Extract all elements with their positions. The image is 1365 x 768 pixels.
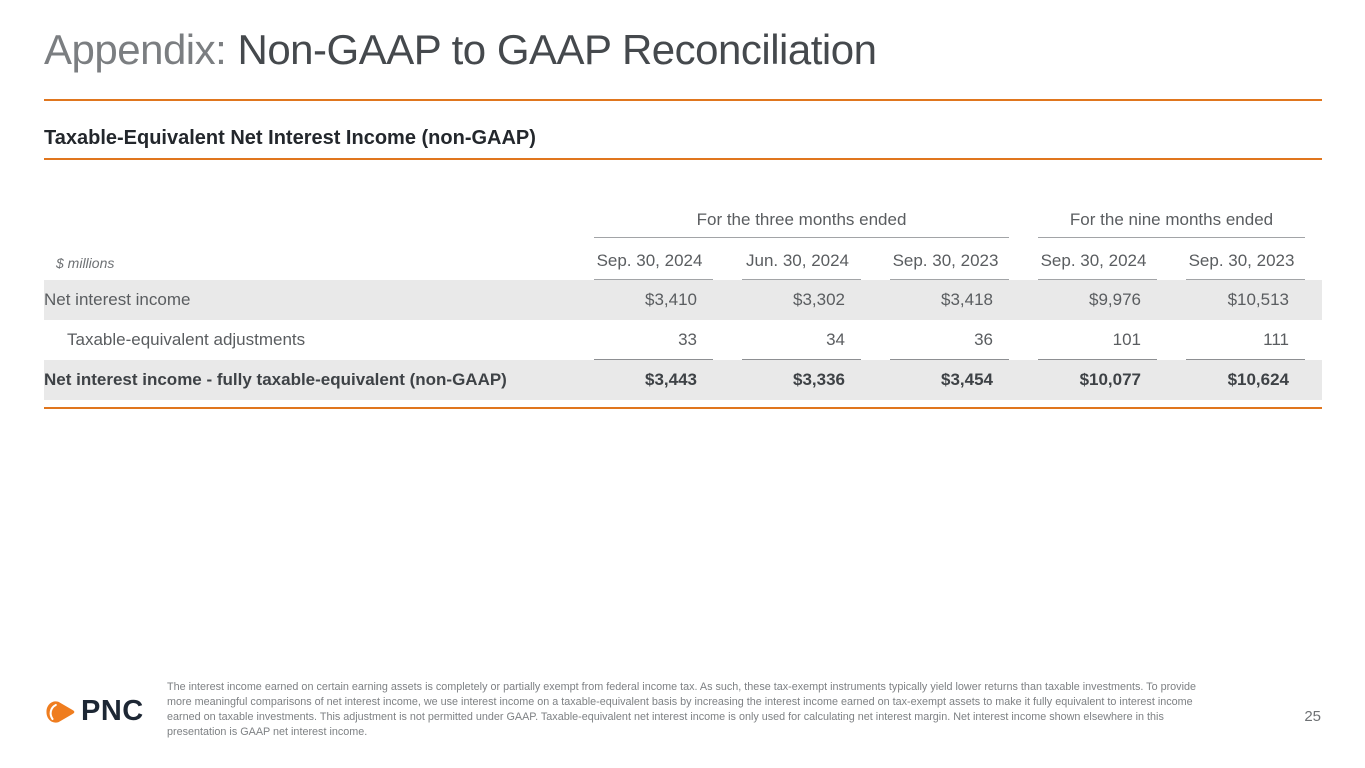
pnc-wordmark: PNC xyxy=(81,695,144,727)
value-cell: 101 xyxy=(1026,320,1174,360)
group-header-nine-months: For the nine months ended xyxy=(1038,210,1306,238)
value-cell: $3,418 xyxy=(878,280,1027,320)
value-cell: 33 xyxy=(582,320,730,360)
value-cell: $10,077 xyxy=(1026,360,1175,400)
pnc-logo: PNC xyxy=(44,695,144,728)
value-cell: 111 xyxy=(1174,320,1322,360)
column-header: Sep. 30, 2023 xyxy=(1186,241,1306,280)
value-cell: $3,454 xyxy=(878,360,1027,400)
column-header: Jun. 30, 2024 xyxy=(742,241,861,280)
group-header-spacer xyxy=(44,202,582,238)
table-row-net-interest-income: Net interest income $3,410 $3,302 $3,418… xyxy=(44,280,1323,320)
group-header-three-months: For the three months ended xyxy=(594,210,1010,238)
column-header-row: $ millions Sep. 30, 2024 Jun. 30, 2024 S… xyxy=(44,238,1322,280)
value: 33 xyxy=(594,320,713,360)
value: 34 xyxy=(742,320,861,360)
value: $3,418 xyxy=(941,290,994,309)
value: 111 xyxy=(1186,320,1306,360)
value-cell: $10,624 xyxy=(1174,360,1323,400)
value: 101 xyxy=(1038,320,1158,360)
value: $3,302 xyxy=(793,290,845,309)
column-header-cell: Sep. 30, 2023 xyxy=(878,238,1026,280)
row-label: Taxable-equivalent adjustments xyxy=(67,330,306,349)
value: $9,976 xyxy=(1089,290,1142,309)
table-row-taxable-equivalent-adjustments: Taxable-equivalent adjustments 33 34 36 … xyxy=(44,320,1322,360)
row-label: Net interest income xyxy=(44,280,582,320)
value: $10,624 xyxy=(1227,370,1290,389)
slide-title: Appendix: Non-GAAP to GAAP Reconciliatio… xyxy=(44,26,877,74)
value-cell: $10,513 xyxy=(1174,280,1323,320)
title-divider xyxy=(44,99,1322,101)
value: $3,454 xyxy=(941,370,994,389)
value-cell: $3,302 xyxy=(730,280,878,320)
value-cell: 34 xyxy=(730,320,878,360)
column-header-cell: Jun. 30, 2024 xyxy=(730,238,878,280)
column-header: Sep. 30, 2024 xyxy=(594,241,713,280)
value: 36 xyxy=(890,320,1010,360)
column-header: Sep. 30, 2023 xyxy=(890,241,1010,280)
group-header-three-months-cell: For the three months ended xyxy=(582,202,1026,238)
footnote: The interest income earned on certain ea… xyxy=(167,681,1196,739)
column-header-cell: Sep. 30, 2023 xyxy=(1174,238,1322,280)
pnc-emblem-icon xyxy=(44,698,76,726)
row-label: Net interest income - fully taxable-equi… xyxy=(44,360,582,400)
table-bottom-divider xyxy=(44,407,1322,409)
slide-title-prefix: Appendix: xyxy=(44,26,238,73)
reconciliation-table: For the three months ended For the nine … xyxy=(44,202,1323,400)
value-cell: $3,443 xyxy=(582,360,730,400)
page-number: 25 xyxy=(1304,708,1321,725)
column-header: Sep. 30, 2024 xyxy=(1038,241,1158,280)
section-heading: Taxable-Equivalent Net Interest Income (… xyxy=(44,127,536,149)
group-header-row: For the three months ended For the nine … xyxy=(44,202,1322,238)
group-header-nine-months-cell: For the nine months ended xyxy=(1026,202,1322,238)
column-header-cell: Sep. 30, 2024 xyxy=(1026,238,1174,280)
value-cell: 36 xyxy=(878,320,1026,360)
slide-title-main: Non-GAAP to GAAP Reconciliation xyxy=(237,26,877,73)
table-row-fully-taxable-equivalent-total: Net interest income - fully taxable-equi… xyxy=(44,360,1323,400)
column-header-cell: Sep. 30, 2024 xyxy=(582,238,730,280)
units-label: $ millions xyxy=(56,255,115,271)
value: $3,410 xyxy=(645,290,697,309)
units-cell: $ millions xyxy=(44,238,582,280)
section-divider xyxy=(44,158,1322,160)
value-cell: $9,976 xyxy=(1026,280,1175,320)
value: $10,513 xyxy=(1227,290,1290,309)
value-cell: $3,410 xyxy=(582,280,730,320)
value: $3,336 xyxy=(793,370,845,389)
value-cell: $3,336 xyxy=(730,360,878,400)
value: $3,443 xyxy=(645,370,697,389)
value: $10,077 xyxy=(1079,370,1142,389)
